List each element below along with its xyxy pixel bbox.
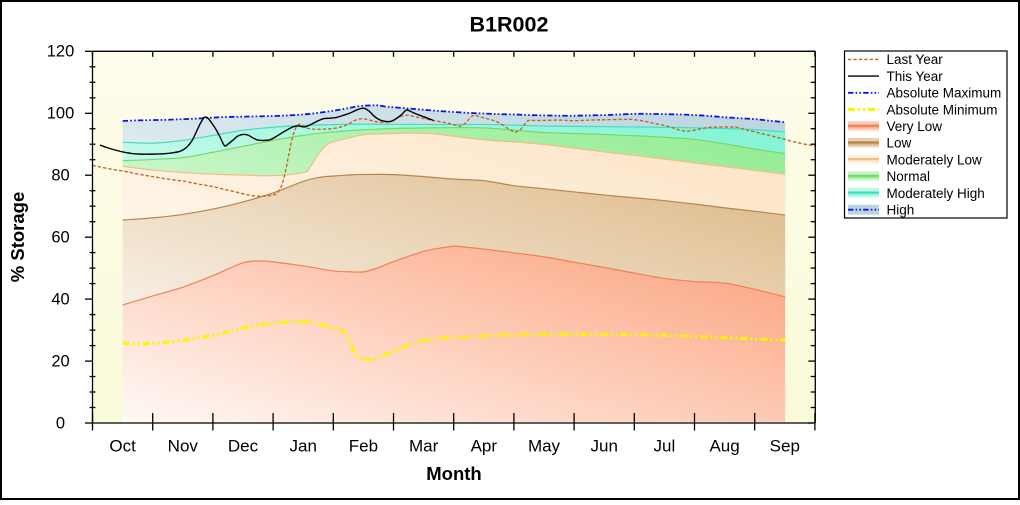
- svg-text:120: 120: [47, 43, 75, 61]
- svg-text:Low: Low: [887, 136, 912, 151]
- svg-text:B1R002: B1R002: [470, 13, 549, 37]
- svg-text:Aug: Aug: [709, 437, 739, 456]
- svg-text:Month: Month: [426, 463, 481, 484]
- svg-text:% Storage: % Storage: [7, 192, 28, 282]
- svg-text:Oct: Oct: [109, 437, 136, 456]
- svg-text:60: 60: [51, 229, 69, 247]
- svg-text:Normal: Normal: [887, 169, 931, 184]
- svg-text:20: 20: [51, 352, 69, 370]
- svg-text:Dec: Dec: [228, 437, 259, 456]
- svg-text:Jul: Jul: [654, 437, 676, 456]
- svg-text:Very Low: Very Low: [887, 119, 943, 134]
- svg-text:Moderately Low: Moderately Low: [887, 152, 983, 167]
- svg-text:Jan: Jan: [289, 437, 316, 456]
- svg-text:Apr: Apr: [471, 437, 498, 456]
- svg-text:This Year: This Year: [887, 69, 944, 84]
- svg-text:Mar: Mar: [409, 437, 439, 456]
- svg-text:Feb: Feb: [349, 437, 378, 456]
- svg-text:High: High: [887, 203, 915, 218]
- svg-text:Jun: Jun: [590, 437, 617, 456]
- svg-text:Absolute Maximum: Absolute Maximum: [887, 86, 1002, 101]
- svg-text:0: 0: [56, 414, 65, 432]
- svg-text:Sep: Sep: [770, 437, 800, 456]
- svg-text:40: 40: [51, 290, 69, 308]
- svg-text:Absolute Minimum: Absolute Minimum: [887, 102, 998, 117]
- svg-text:100: 100: [47, 105, 75, 123]
- svg-text:Nov: Nov: [168, 437, 199, 456]
- svg-text:Last Year: Last Year: [887, 52, 944, 67]
- svg-text:80: 80: [51, 167, 69, 185]
- svg-text:May: May: [528, 437, 561, 456]
- svg-text:Moderately High: Moderately High: [887, 186, 985, 201]
